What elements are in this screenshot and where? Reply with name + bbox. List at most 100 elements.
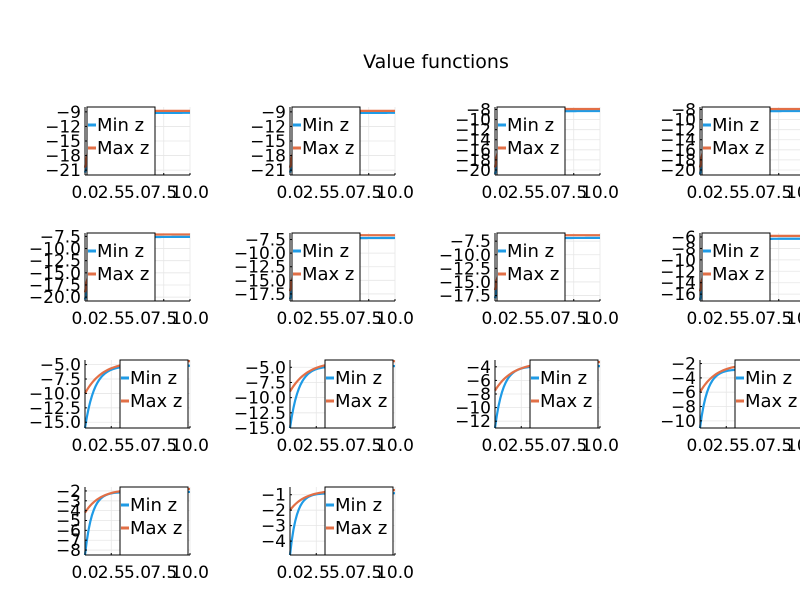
x-tick-label: 0.0 <box>71 436 98 456</box>
x-tick-label: 5.0 <box>534 309 561 329</box>
x-tick-label: 5.0 <box>329 183 356 203</box>
legend-label: Max z <box>335 391 387 412</box>
x-tick-label: 10.0 <box>786 436 800 456</box>
y-tick-label: −15.0 <box>234 419 286 439</box>
legend-box <box>324 359 394 429</box>
legend-label: Max z <box>130 391 182 412</box>
x-tick-label: 5.0 <box>124 183 151 203</box>
legend-label: Min z <box>130 368 177 389</box>
legend-label: Min z <box>745 368 792 389</box>
y-tick-label: −14 <box>455 131 491 151</box>
x-tick-label: 0.0 <box>276 563 303 583</box>
y-tick-label: −15.0 <box>439 273 491 293</box>
x-tick-label: 2.5 <box>98 436 125 456</box>
y-tick-label: −5.0 <box>40 356 81 376</box>
x-tick-label: 5.0 <box>329 563 356 583</box>
y-tick-label: −5 <box>56 512 81 532</box>
x-tick-label: 10.0 <box>581 309 619 329</box>
x-tick-label: 2.5 <box>713 309 740 329</box>
legend-label: Max z <box>302 264 354 285</box>
legend-label: Min z <box>302 115 349 136</box>
subplot-panel: 0.02.55.07.510.0−8−10−12−14−16−18−20Min … <box>660 101 800 203</box>
y-tick-label: −21 <box>250 161 286 181</box>
legend-label: Min z <box>335 368 382 389</box>
x-tick-label: 2.5 <box>303 563 330 583</box>
y-tick-label: −9 <box>56 103 81 123</box>
y-tick-label: −10 <box>660 251 696 271</box>
x-tick-label: 10.0 <box>581 436 619 456</box>
x-tick-label: 0.0 <box>71 563 98 583</box>
y-tick-label: −12.5 <box>234 258 286 278</box>
x-tick-label: 5.0 <box>534 436 561 456</box>
x-tick-label: 7.5 <box>150 563 177 583</box>
y-tick-label: −6 <box>56 521 81 541</box>
y-tick-label: −4 <box>261 532 286 552</box>
y-tick-label: −1 <box>261 486 286 506</box>
y-tick-label: −18 <box>45 147 81 167</box>
x-tick-label: 10.0 <box>786 309 800 329</box>
y-tick-label: −8 <box>671 239 696 259</box>
y-tick-label: −18 <box>250 147 286 167</box>
y-tick-label: −10 <box>455 111 491 131</box>
x-tick-label: 7.5 <box>560 436 587 456</box>
x-tick-label: 10.0 <box>171 309 209 329</box>
x-tick-label: 7.5 <box>765 183 792 203</box>
x-tick-label: 5.0 <box>329 309 356 329</box>
x-tick-label: 5.0 <box>329 436 356 456</box>
x-tick-label: 7.5 <box>560 309 587 329</box>
y-tick-label: −14 <box>660 131 696 151</box>
legend-label: Max z <box>745 391 797 412</box>
legend-label: Min z <box>130 495 177 516</box>
legend-label: Min z <box>302 241 349 262</box>
y-tick-label: −21 <box>45 161 81 181</box>
legend-label: Max z <box>712 138 764 159</box>
x-tick-label: 2.5 <box>508 436 535 456</box>
x-tick-label: 10.0 <box>786 183 800 203</box>
y-tick-label: −8 <box>466 385 491 405</box>
y-tick-label: −17.5 <box>29 276 81 296</box>
y-tick-label: −3 <box>56 492 81 512</box>
legend-box <box>496 232 566 302</box>
x-tick-label: 0.0 <box>71 309 98 329</box>
y-tick-label: −10.0 <box>234 389 286 409</box>
y-tick-label: −8 <box>466 101 491 121</box>
y-tick-label: −12 <box>660 262 696 282</box>
x-tick-label: 0.0 <box>71 183 98 203</box>
legend-label: Max z <box>130 518 182 539</box>
legend-box <box>86 232 156 302</box>
x-tick-label: 0.0 <box>481 183 508 203</box>
subplot-panel: 0.0 2.5 5.0 7.510.0 −7.5−10.0−12.5−15.0−17.5… <box>29 227 209 329</box>
x-tick-label: 0.0 <box>276 436 303 456</box>
legend-label: Max z <box>97 138 149 159</box>
legend-label: Min z <box>507 115 554 136</box>
legend-box <box>701 232 771 302</box>
legend-label: Max z <box>335 518 387 539</box>
y-tick-label: −7.5 <box>245 231 286 251</box>
subplot-panel: 0.0 2.5 5.0 7.510.0 −7.5−10.0−12.5−15.0−17.5… <box>234 231 414 329</box>
x-tick-label: 7.5 <box>765 436 792 456</box>
y-tick-label: −8 <box>671 101 696 121</box>
x-tick-label: 7.5 <box>355 183 382 203</box>
y-tick-label: −17.5 <box>234 285 286 305</box>
y-tick-label: −10.0 <box>439 246 491 266</box>
legend-label: Min z <box>335 495 382 516</box>
x-tick-label: 2.5 <box>508 183 535 203</box>
x-tick-label: 10.0 <box>376 309 414 329</box>
y-tick-label: −7.5 <box>40 227 81 247</box>
y-tick-label: −12 <box>455 412 491 432</box>
legend-box <box>119 486 189 556</box>
y-tick-label: −9 <box>261 103 286 123</box>
y-tick-label: −15.0 <box>234 271 286 291</box>
x-tick-label: 0.0 <box>481 436 508 456</box>
y-tick-label: −15 <box>45 132 81 152</box>
subplot-panel: 0.0 2.5 5.0 7.510.0 −5.0−7.5−10.0−12.5−15.0 M… <box>29 356 209 456</box>
x-tick-label: 7.5 <box>560 183 587 203</box>
